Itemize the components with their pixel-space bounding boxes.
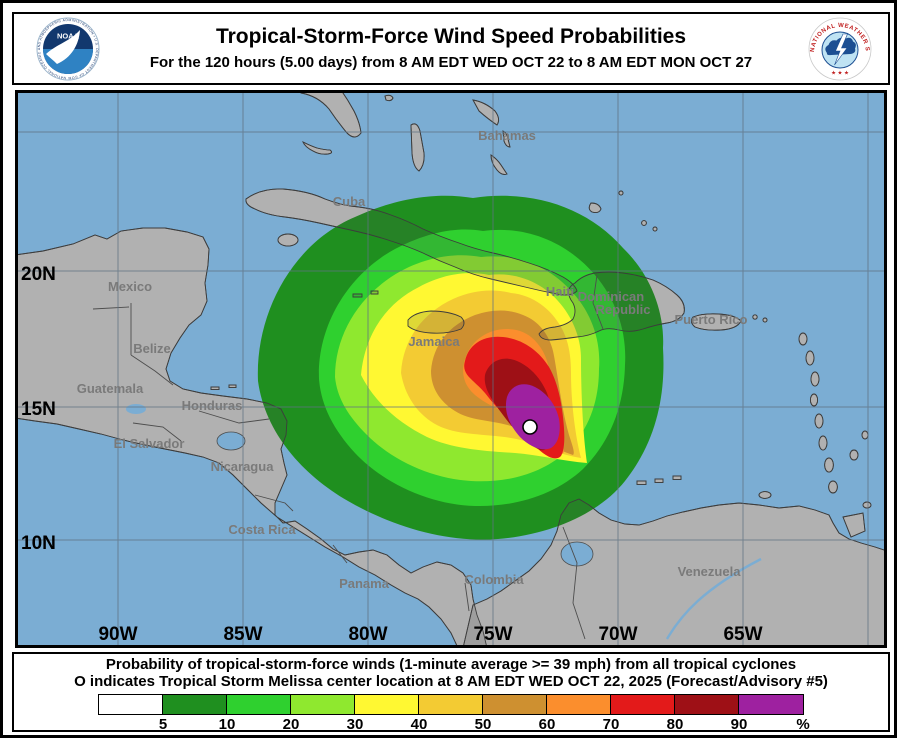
label-nicaragua: Nicaragua (211, 459, 275, 474)
label-el-salvador: El Salvador (114, 436, 185, 451)
legend-swatch-5 (419, 695, 483, 714)
legend-swatch-0 (99, 695, 163, 714)
place-labels: Mexico Belize Guatemala Honduras El Salv… (77, 128, 748, 591)
legend-label-80: 80 (666, 716, 684, 733)
lon-label-70w: 70W (598, 624, 637, 645)
legend-swatch-7 (547, 695, 611, 714)
noaa-logo: NATIONAL OCEANIC AND ATMOSPHERIC ADMINIS… (36, 17, 100, 81)
legend-swatch-10 (739, 695, 803, 714)
page-title: Tropical-Storm-Force Wind Speed Probabil… (215, 25, 687, 48)
lat-label-20n: 20N (21, 264, 56, 285)
lat-label-15n: 15N (21, 399, 56, 420)
lon-label-75w: 75W (473, 624, 512, 645)
label-puerto-rico: Puerto Rico (675, 312, 748, 327)
header: NATIONAL OCEANIC AND ATMOSPHERIC ADMINIS… (12, 12, 890, 85)
lon-label-65w: 65W (723, 624, 762, 645)
footer: Probability of tropical-storm-force wind… (12, 652, 890, 734)
label-haiti: Haiti (546, 284, 574, 299)
label-colombia: Colombia (464, 572, 524, 587)
legend-swatch-6 (483, 695, 547, 714)
lon-label-80w: 80W (348, 624, 387, 645)
storm-center-marker (522, 419, 538, 435)
legend-label-40: 40 (410, 716, 428, 733)
label-bahamas: Bahamas (478, 128, 536, 143)
legend-label-50: 50 (474, 716, 492, 733)
legend-swatch-4 (355, 695, 419, 714)
legend-swatch-2 (227, 695, 291, 714)
noaa-wordmark: NOAA (57, 32, 80, 41)
legend-label-90: 90 (730, 716, 748, 733)
graticule-labels: 20N 15N 10N 90W 85W 80W 75W 70W 65W (21, 264, 763, 645)
probability-map: Mexico Belize Guatemala Honduras El Salv… (15, 90, 887, 648)
page-subtitle: For the 120 hours (5.00 days) from 8 AM … (149, 54, 753, 71)
legend-label-20: 20 (282, 716, 300, 733)
legend-label-30: 30 (346, 716, 364, 733)
legend-label-10: 10 (218, 716, 236, 733)
nws-lightning-icon (834, 33, 848, 66)
legend-swatch-9 (675, 695, 739, 714)
nws-stars: ★ ★ ★ (831, 70, 849, 77)
header-titles: Tropical-Storm-Force Wind Speed Probabil… (124, 14, 778, 83)
label-jamaica: Jamaica (408, 334, 460, 349)
lat-label-10n: 10N (21, 533, 56, 554)
legend-label-5: 5 (158, 716, 168, 733)
lon-label-85w: 85W (223, 624, 262, 645)
probability-color-scale (98, 694, 804, 715)
footer-line1: Probability of tropical-storm-force wind… (105, 656, 797, 673)
lon-label-90w: 90W (98, 624, 137, 645)
label-costa-rica: Costa Rica (228, 522, 296, 537)
contour-90pct (505, 384, 560, 450)
label-republic: Republic (596, 302, 651, 317)
legend-label-%: % (796, 716, 810, 733)
legend-label-70: 70 (602, 716, 620, 733)
graticule (15, 90, 887, 648)
label-honduras: Honduras (182, 398, 243, 413)
label-guatemala: Guatemala (77, 381, 144, 396)
legend-swatch-3 (291, 695, 355, 714)
label-mexico: Mexico (108, 279, 152, 294)
country-borders (92, 274, 604, 640)
label-panama: Panama (339, 576, 390, 591)
legend-label-60: 60 (538, 716, 556, 733)
legend-swatch-8 (611, 695, 675, 714)
nws-logo: NATIONAL WEATHER SERVICE ★ ★ ★ (808, 17, 872, 81)
label-dominican: Dominican (578, 289, 645, 304)
map-border (15, 90, 887, 648)
probability-scale-labels: 5 10 20 30 40 50 60 70 80 90% (99, 716, 810, 734)
label-belize: Belize (133, 341, 171, 356)
legend-swatch-1 (163, 695, 227, 714)
label-venezuela: Venezuela (678, 564, 742, 579)
footer-line2: O indicates Tropical Storm Melissa cente… (74, 673, 828, 690)
noaa-bird-icon (46, 30, 80, 64)
label-cuba: Cuba (333, 194, 366, 209)
